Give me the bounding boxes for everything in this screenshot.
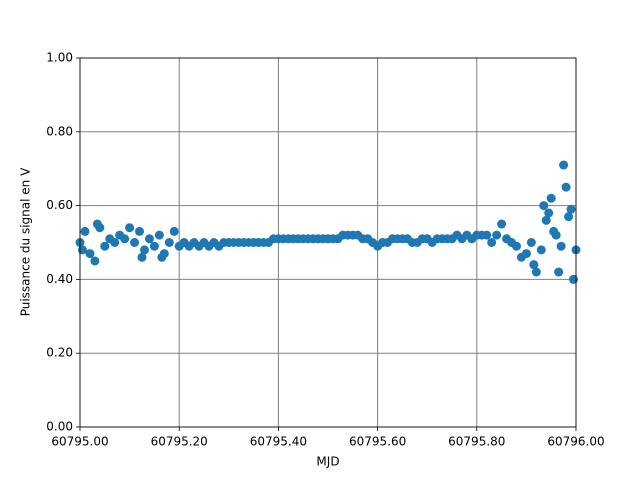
data-point xyxy=(526,238,536,247)
data-point xyxy=(100,241,110,251)
data-point xyxy=(77,245,87,255)
data-point xyxy=(135,226,145,236)
data-point xyxy=(110,238,120,247)
data-point xyxy=(90,256,100,266)
y-tick-label: 0.60 xyxy=(46,198,73,212)
y-tick-label: 0.40 xyxy=(46,272,73,286)
plot-frame xyxy=(79,57,577,428)
data-point xyxy=(487,238,497,247)
data-point xyxy=(536,245,546,255)
y-axis-label: Puissance du signal en V xyxy=(19,167,33,316)
data-point xyxy=(80,226,90,236)
data-point xyxy=(137,252,147,262)
data-point xyxy=(546,193,556,203)
y-tick-label: 1.00 xyxy=(46,51,73,65)
data-point xyxy=(130,238,140,247)
data-point xyxy=(566,204,576,214)
y-tick-label: 0.20 xyxy=(46,346,73,360)
data-point xyxy=(531,267,541,277)
x-tick-label: 60795.00 xyxy=(51,435,108,449)
data-point xyxy=(569,274,579,284)
ticks: 60795.00 60795.20 60795.40 60795.60 60795.80… xyxy=(46,51,604,449)
data-point xyxy=(164,238,174,247)
data-point xyxy=(541,215,551,225)
data-point xyxy=(144,234,154,244)
data-point xyxy=(561,182,571,192)
data-point xyxy=(492,230,502,240)
x-tick-label: 60795.80 xyxy=(448,435,505,449)
data-point xyxy=(556,241,566,251)
data-point xyxy=(554,267,564,277)
data-point xyxy=(521,249,531,259)
data-point xyxy=(539,201,549,211)
data-point xyxy=(149,241,159,251)
points xyxy=(75,160,581,284)
data-point xyxy=(511,241,521,251)
data-point xyxy=(559,160,569,170)
data-point xyxy=(120,234,130,244)
data-point xyxy=(85,249,95,259)
x-axis-label: MJD xyxy=(316,455,339,469)
data-point xyxy=(497,219,507,229)
x-tick-label: 60796.00 xyxy=(547,435,604,449)
data-point xyxy=(154,230,164,240)
data-point xyxy=(92,219,102,229)
data-point xyxy=(529,260,539,270)
data-point xyxy=(139,245,149,255)
data-point xyxy=(544,208,554,218)
data-point xyxy=(482,230,492,240)
data-point xyxy=(157,252,167,262)
x-tick-label: 60795.60 xyxy=(349,435,406,449)
data-point xyxy=(549,226,559,236)
data-point xyxy=(564,212,574,222)
data-point xyxy=(125,223,135,233)
y-tick-label: 0.00 xyxy=(46,420,73,434)
data-point xyxy=(169,226,179,236)
x-tick-label: 60795.20 xyxy=(151,435,208,449)
x-tick-label: 60795.40 xyxy=(250,435,307,449)
y-tick-label: 0.80 xyxy=(46,124,73,138)
